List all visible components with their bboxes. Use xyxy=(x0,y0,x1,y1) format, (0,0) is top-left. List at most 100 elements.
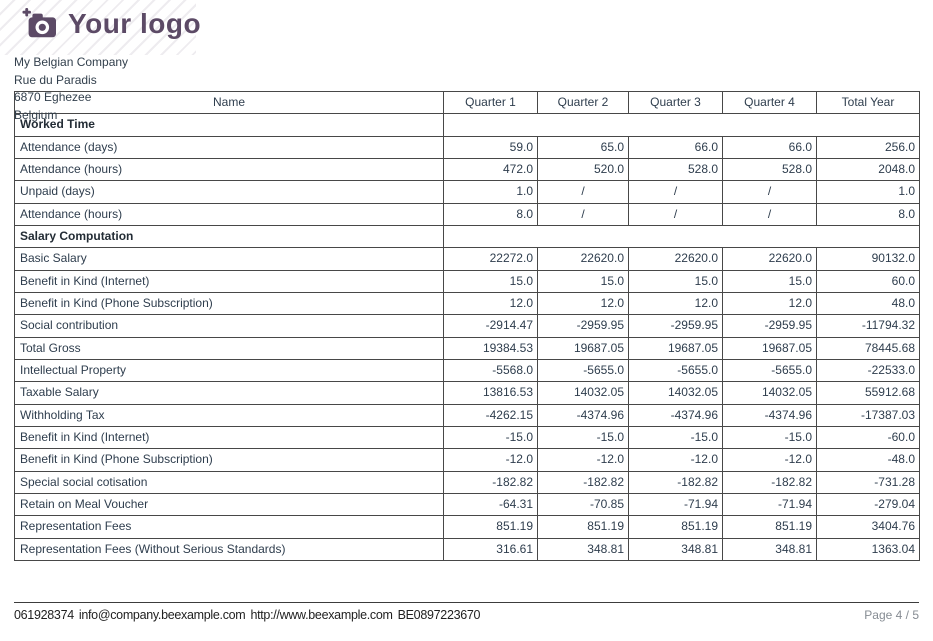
cell-value: 528.0 xyxy=(722,157,817,182)
table-row: Basic Salary 22272.0 22620.0 22620.0 22620.0… xyxy=(14,247,920,271)
logo-text: Your logo xyxy=(68,8,202,39)
cell-value: 348.81 xyxy=(537,537,629,561)
table-row: Benefit in Kind (Internet) -15.0 -15.0 -15.… xyxy=(14,425,920,450)
cell-value: -11794.32 xyxy=(816,314,920,338)
cell-value: -71.94 xyxy=(722,492,817,517)
row-label: Social contribution xyxy=(14,314,444,338)
cell-value: 520.0 xyxy=(537,157,629,182)
cell-value: 348.81 xyxy=(628,537,723,561)
cell-value: 66.0 xyxy=(722,135,817,159)
cell-value: -70.85 xyxy=(537,492,629,517)
cell-value: -4262.15 xyxy=(443,403,538,427)
row-label: Attendance (days) xyxy=(14,135,444,159)
cell-value: 13816.53 xyxy=(443,381,538,405)
table-row: Representation Fees (Without Serious Sta… xyxy=(14,537,920,561)
cell-value: 90132.0 xyxy=(816,247,920,271)
row-label: Taxable Salary xyxy=(14,381,444,405)
company-address: My Belgian Company Rue du Paradis 6870 E… xyxy=(14,54,128,124)
cell-value: 12.0 xyxy=(722,291,817,316)
cell-value: -279.04 xyxy=(816,492,920,517)
cell-value: 19687.05 xyxy=(537,336,629,360)
cell-value: 19687.05 xyxy=(628,336,723,360)
row-label: Representation Fees (Without Serious Sta… xyxy=(14,537,444,561)
table-row: Social contribution -2914.47 -2959.95 -2959… xyxy=(14,314,920,338)
column-header: Quarter 4 xyxy=(722,90,817,115)
section-row: Worked Time xyxy=(14,113,920,137)
cell-value: 78445.68 xyxy=(816,336,920,360)
table-row: Benefit in Kind (Internet) 15.0 15.0 15.0 15… xyxy=(14,269,920,293)
row-label: Attendance (hours) xyxy=(14,157,444,182)
camera-icon xyxy=(20,7,58,41)
cell-value: 15.0 xyxy=(628,269,723,293)
cell-value: 15.0 xyxy=(537,269,629,293)
cell-value: / xyxy=(537,180,629,204)
footer-website: http://www.beexample.com xyxy=(250,608,393,622)
row-label: Withholding Tax xyxy=(14,403,444,427)
table-row: Unpaid (days) 1.0///1.0 xyxy=(14,180,920,204)
footer-divider xyxy=(14,602,919,603)
cell-value: 22620.0 xyxy=(537,247,629,271)
row-label: Benefit in Kind (Internet) xyxy=(14,425,444,450)
payslip-table: Name Quarter 1 Quarter 2 Quarter 3 Quarter 4… xyxy=(14,90,920,561)
cell-value: -12.0 xyxy=(537,448,629,472)
row-label: Total Gross xyxy=(14,336,444,360)
cell-value: 12.0 xyxy=(628,291,723,316)
row-label: Special social cotisation xyxy=(14,470,444,494)
company-name: My Belgian Company xyxy=(14,55,129,69)
cell-value: -4374.96 xyxy=(722,403,817,427)
cell-value: 316.61 xyxy=(443,537,538,561)
cell-value: -4374.96 xyxy=(537,403,629,427)
cell-value: -182.82 xyxy=(443,470,538,494)
company-logo: Your logo xyxy=(20,7,201,41)
cell-value: -2959.95 xyxy=(722,314,817,338)
cell-value: 22272.0 xyxy=(443,247,538,271)
cell-value: -64.31 xyxy=(443,492,538,517)
cell-value: 14032.05 xyxy=(628,381,723,405)
row-label: Salary Computation xyxy=(14,224,444,249)
cell-value: / xyxy=(628,180,723,204)
cell-value: 528.0 xyxy=(628,157,723,182)
footer-phone: 061928374 xyxy=(14,608,74,622)
cell-value: 1363.04 xyxy=(816,537,920,561)
cell-value: 12.0 xyxy=(443,291,538,316)
cell-value: -2914.47 xyxy=(443,314,538,338)
section-row: Salary Computation xyxy=(14,224,920,249)
cell-value: / xyxy=(628,202,723,226)
column-header: Quarter 2 xyxy=(537,90,629,115)
cell-value: 15.0 xyxy=(722,269,817,293)
cell-value: / xyxy=(537,202,629,226)
cell-value: -17387.03 xyxy=(816,403,920,427)
cell-value: -12.0 xyxy=(628,448,723,472)
table-row: Attendance (hours) 472.0 520.0 528.0 528.0 20… xyxy=(14,157,920,182)
row-label: Basic Salary xyxy=(14,247,444,271)
column-header: Quarter 3 xyxy=(628,90,723,115)
table-header-row: Name Quarter 1 Quarter 2 Quarter 3 Quarter 4… xyxy=(14,90,920,115)
row-label: Intellectual Property xyxy=(14,358,444,383)
cell-value: -12.0 xyxy=(722,448,817,472)
footer-vat: BE0897223670 xyxy=(397,608,481,622)
cell-value: -15.0 xyxy=(443,425,538,450)
cell-value: 14032.05 xyxy=(537,381,629,405)
column-header: Name xyxy=(14,90,444,115)
cell-value: -2959.95 xyxy=(537,314,629,338)
cell-value: -5568.0 xyxy=(443,358,538,383)
table-row: Benefit in Kind (Phone Subscription) -12.… xyxy=(14,448,920,472)
cell-value: -12.0 xyxy=(443,448,538,472)
row-label: Benefit in Kind (Phone Subscription) xyxy=(14,448,444,472)
column-header: Total Year xyxy=(816,90,920,115)
cell-value: 1.0 xyxy=(443,180,538,204)
cell-value: 22620.0 xyxy=(722,247,817,271)
cell-value: 14032.05 xyxy=(722,381,817,405)
table-row: Withholding Tax -4262.15 -4374.96 -4374.96-… xyxy=(14,403,920,427)
cell-value: 472.0 xyxy=(443,157,538,182)
cell-value: 48.0 xyxy=(816,291,920,316)
cell-value: -182.82 xyxy=(537,470,629,494)
cell-value: 66.0 xyxy=(628,135,723,159)
company-street: Rue du Paradis xyxy=(14,72,97,87)
cell-value: 60.0 xyxy=(816,269,920,293)
cell-value: 15.0 xyxy=(443,269,538,293)
row-label: Unpaid (days) xyxy=(14,180,444,204)
cell-value: 348.81 xyxy=(722,537,817,561)
cell-value: 851.19 xyxy=(722,515,817,539)
